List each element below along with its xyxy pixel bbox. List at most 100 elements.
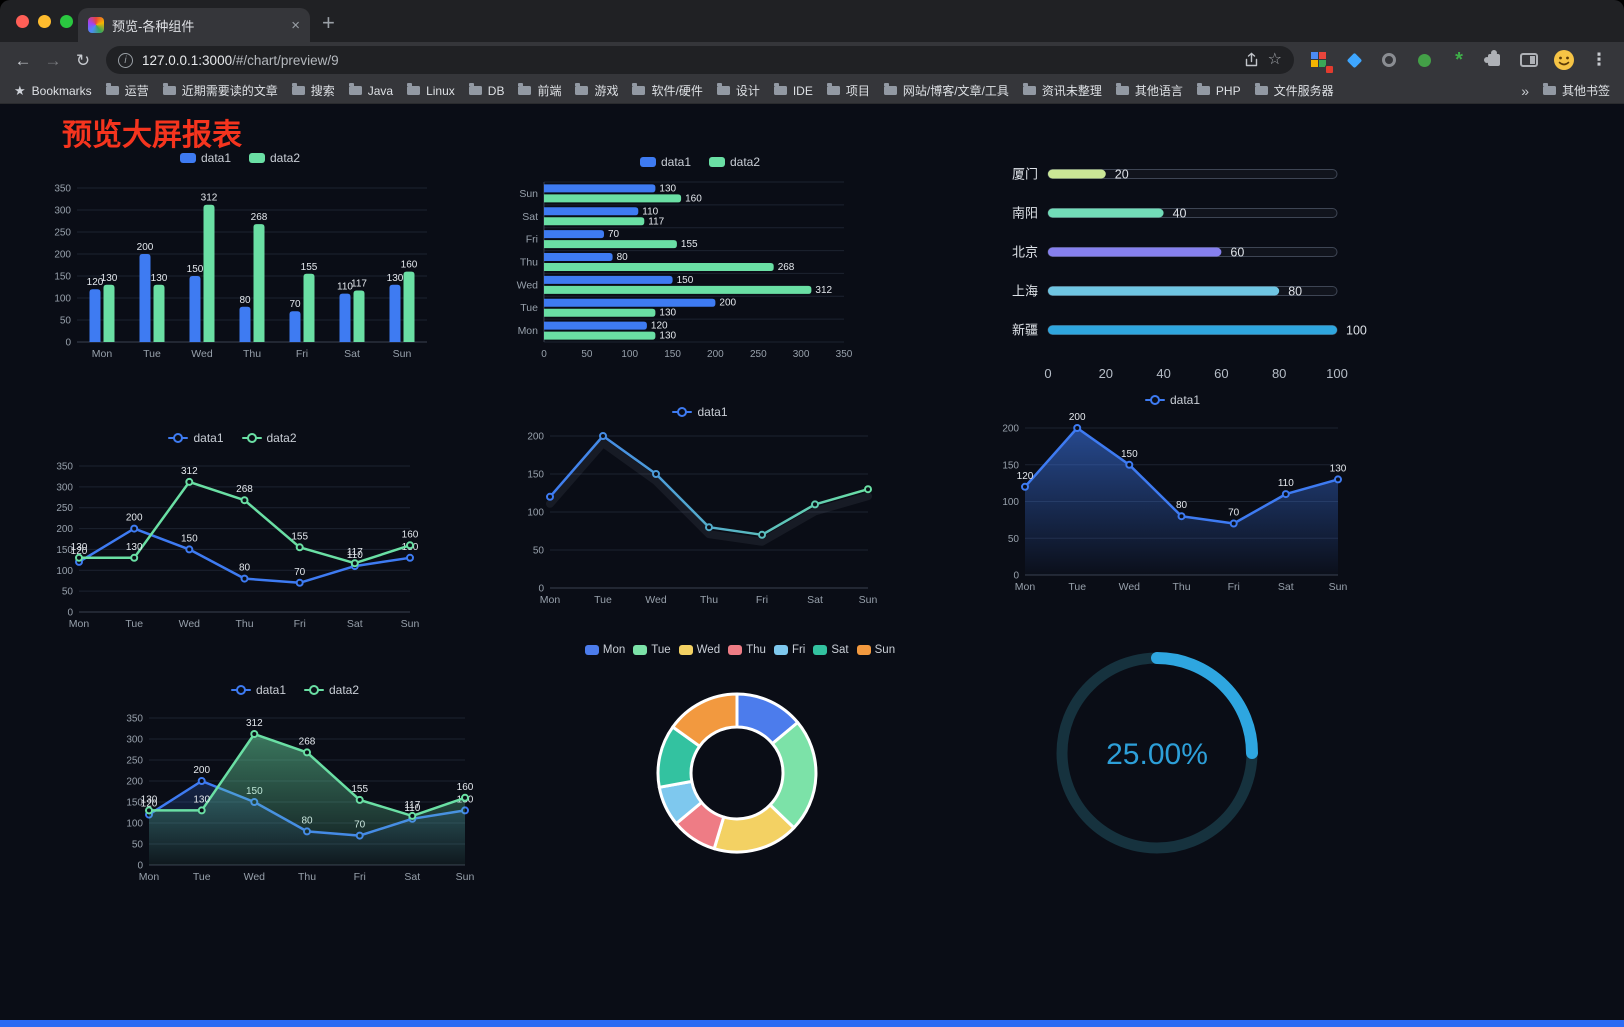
legend-item-data1[interactable]: data1 [672,405,728,419]
extension-icon-3[interactable] [1378,49,1400,71]
svg-text:Sat: Sat [522,211,538,223]
bookmark-label: 游戏 [594,84,619,98]
line-area-chart: data1 data2 0 50 100 150 200 250 300 350 Mon Tue We… [115,680,475,891]
svg-text:南阳: 南阳 [1012,206,1038,221]
folder-icon [883,83,897,95]
svg-text:150: 150 [54,272,71,283]
close-window-button[interactable] [16,15,29,28]
svg-text:130: 130 [387,273,404,284]
bookmark-item[interactable]: 前端 [518,82,561,99]
back-button[interactable]: ← [14,50,32,70]
progress-bar-chart: 厦门 20 南阳 40 北京 60 上海 80 新疆 100 0 20 40 60 80 100 [1000,160,1368,390]
bookmark-item[interactable]: Java [348,83,393,98]
bookmark-item[interactable]: DB [468,83,504,98]
legend-item-Thu[interactable]: Thu [728,644,766,656]
bookmark-item[interactable]: 搜索 [291,82,335,99]
svg-text:100: 100 [54,294,71,305]
legend-item-data1[interactable]: data1 [230,683,286,697]
legend-item-Sun[interactable]: Sun [856,644,895,656]
svg-text:110: 110 [337,282,353,293]
legend-label: Wed [696,644,721,656]
new-tab-button[interactable]: + [322,10,335,35]
svg-text:70: 70 [289,299,301,310]
extensions-puzzle-icon[interactable] [1483,49,1505,71]
legend-item-data1[interactable]: data1 [179,151,231,165]
sidebar-toggle-icon[interactable] [1518,49,1540,71]
legend-swatch [728,645,743,655]
svg-text:200: 200 [719,298,736,309]
legend-item-Mon[interactable]: Mon [584,644,625,656]
profile-avatar[interactable] [1553,49,1575,71]
window-controls [16,15,73,28]
bookmark-item[interactable]: 其他语言 [1115,82,1183,99]
minimize-window-button[interactable] [38,15,51,28]
legend-label: Sat [831,644,849,656]
legend-item-data1[interactable]: data1 [1144,393,1200,407]
extension-icon-1[interactable] [1308,49,1334,74]
svg-text:Fri: Fri [1228,581,1240,593]
svg-text:200: 200 [193,765,210,776]
svg-text:Sun: Sun [859,594,878,606]
svg-text:117: 117 [648,216,664,227]
maximize-window-button[interactable] [60,15,73,28]
bookmarks-overflow-chevron[interactable]: » [1521,82,1529,99]
bookmark-item[interactable]: 文件服务器 [1254,82,1334,99]
chart-legend: data1 data2 [168,428,297,448]
browser-menu-icon[interactable]: ⋮ [1590,50,1608,69]
bookmark-item[interactable]: 网站/博客/文章/工具 [883,82,1009,99]
footer-bar [0,1020,1624,1027]
other-bookmarks[interactable]: 其他书签 [1542,82,1610,99]
extension-icon-2[interactable] [1343,49,1365,71]
bookmark-item[interactable]: IDE [773,83,813,98]
legend-item-Fri[interactable]: Fri [773,644,805,656]
legend-label: data1 [200,151,231,165]
svg-text:Sun: Sun [393,348,412,360]
bookmark-item[interactable]: Linux [407,83,455,98]
bookmark-label: 前端 [537,84,562,98]
legend-item-Sat[interactable]: Sat [813,644,849,656]
svg-text:50: 50 [581,349,593,360]
legend-item-data2[interactable]: data2 [304,683,359,697]
bookmark-label: 设计 [735,84,760,98]
site-info-icon[interactable]: i [118,52,133,68]
legend-item-Tue[interactable]: Tue [633,644,671,656]
bookmark-item[interactable]: 近期需要读的文章 [162,82,278,99]
bookmark-item[interactable]: 资讯未整理 [1022,82,1102,99]
bookmark-star-icon[interactable]: ☆ [1267,51,1282,68]
browser-tab[interactable]: 预览-各种组件 × [78,8,310,42]
svg-text:120: 120 [87,277,104,288]
extension-icon-5[interactable]: * [1455,49,1463,71]
bookmarks-bar: ★ Bookmarks 运营 近期需要读的文章 搜索 Java Linux DB 前端 游戏 软件… [0,78,1624,104]
extension-icon-4[interactable] [1413,49,1435,71]
bookmark-item[interactable]: 项目 [826,82,870,99]
legend-item-data2[interactable]: data2 [249,151,300,165]
legend-swatch [639,157,656,167]
bookmark-item[interactable]: 软件/硬件 [632,82,703,99]
svg-text:Thu: Thu [700,594,718,606]
bookmark-item[interactable]: 设计 [716,82,760,99]
svg-text:80: 80 [1272,366,1286,381]
legend-item-data2[interactable]: data2 [241,431,297,445]
refresh-button[interactable]: ↻ [75,50,91,70]
legend-line-marker [304,685,324,695]
svg-text:Wed: Wed [191,348,213,360]
tab-close-icon[interactable]: × [291,16,300,34]
bookmark-item[interactable]: 运营 [105,82,149,99]
bookmarks-root[interactable]: ★ Bookmarks [14,84,92,98]
bookmark-item[interactable]: 游戏 [575,82,618,99]
share-icon[interactable] [1244,52,1259,68]
legend-item-data2[interactable]: data2 [709,155,760,169]
bookmark-label: 近期需要读的文章 [181,84,278,98]
legend-swatch [813,645,828,655]
legend-item-Wed[interactable]: Wed [678,644,721,656]
svg-text:110: 110 [404,803,420,814]
folder-icon [632,83,646,95]
svg-text:Wed: Wed [517,279,539,291]
legend-label: data1 [660,155,691,169]
legend-item-data1[interactable]: data1 [168,431,224,445]
url-input[interactable]: i 127.0.0.1:3000/#/chart/preview/9 ☆ [106,46,1294,74]
svg-text:110: 110 [347,550,363,561]
bookmark-item[interactable]: PHP [1196,83,1241,98]
legend-item-data1[interactable]: data1 [639,155,691,169]
forward-button[interactable]: → [44,50,62,70]
